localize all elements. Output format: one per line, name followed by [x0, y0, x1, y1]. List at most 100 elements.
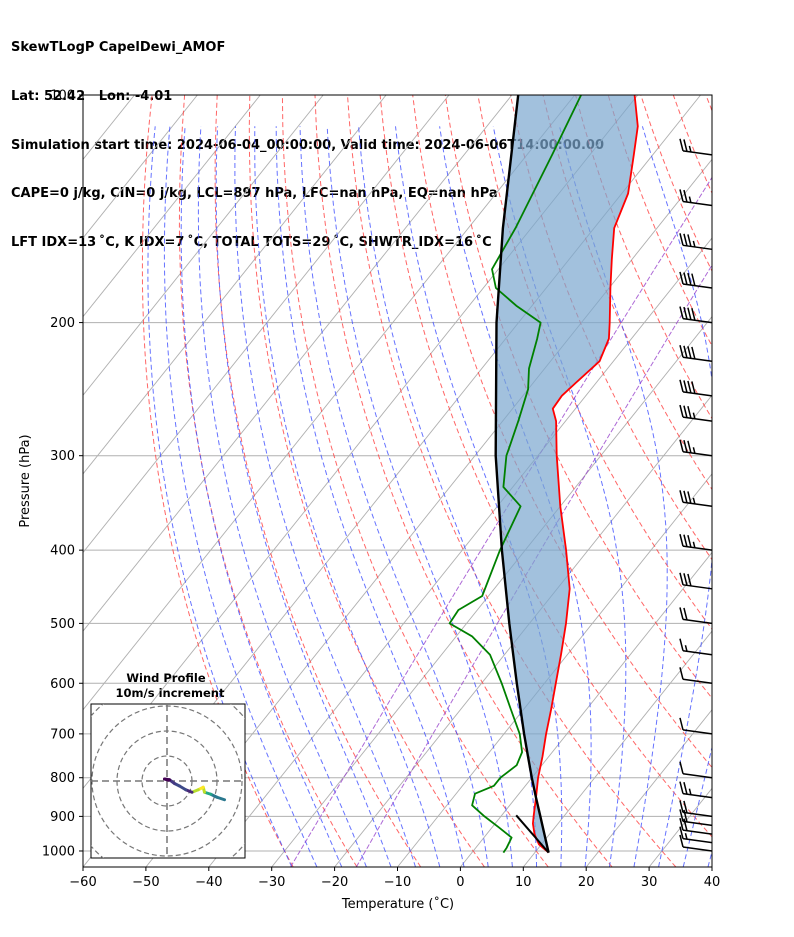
barb-flag	[679, 800, 684, 813]
barb-flag	[687, 491, 692, 504]
moist-adiabat	[215, 126, 392, 867]
barb-shaft	[682, 649, 713, 656]
barb-half-flag	[688, 196, 692, 203]
dry-adiabat	[248, 95, 485, 867]
isotherm-line	[83, 95, 261, 318]
barb-flag	[687, 380, 692, 394]
wind-barb	[679, 404, 713, 422]
barb-flag	[691, 273, 696, 286]
wind-barb	[679, 233, 713, 251]
x-tick-label: 40	[704, 875, 721, 890]
barb-flag	[687, 307, 692, 320]
isotherm-line	[83, 95, 198, 239]
cin-shading	[495, 95, 638, 853]
barb-flag	[683, 534, 688, 547]
barb-flag	[691, 381, 696, 394]
barb-flag	[683, 490, 688, 504]
dry-adiabat	[412, 95, 712, 769]
wind-barb	[679, 379, 713, 397]
moist-adiabat	[275, 126, 465, 867]
dry-adiabat	[607, 95, 712, 347]
chart-header: SkewTLogP CapelDewi_AMOF Lat: 52.42 Lon:…	[11, 8, 604, 267]
barb-flag	[679, 189, 684, 202]
moist-adiabat	[326, 126, 513, 867]
mixing-ratio-line	[355, 264, 712, 867]
barb-flag	[683, 189, 688, 203]
x-tick-label: 0	[456, 875, 464, 890]
x-tick-label: 10	[515, 875, 532, 890]
barb-flag	[687, 406, 692, 419]
barb-shaft	[682, 244, 713, 251]
barb-flag	[683, 306, 688, 320]
isotherm-line	[271, 315, 712, 867]
parcel-line	[494, 95, 550, 853]
axes: −60 −50 −40 −30 −20 −10 0 10 20 30 40 1000 900 800 700…	[42, 89, 720, 891]
barb-flag	[679, 379, 684, 393]
barb-half-flag	[692, 447, 696, 454]
barb-shaft	[682, 150, 713, 156]
wind-barb	[679, 138, 713, 156]
dry-adiabat	[640, 95, 712, 273]
x-axis-label: Temperature (˚C)	[341, 896, 454, 912]
hodograph-title: Wind Profile	[126, 671, 206, 685]
isotherm-line	[83, 95, 513, 632]
y-tick-label: 100	[50, 89, 75, 104]
isotherm-line	[334, 394, 712, 867]
barb-flag	[679, 572, 684, 585]
barb-flag	[679, 809, 684, 822]
location-line: Lat: 52.42 Lon: -4.01	[11, 89, 173, 105]
isotherm-line	[83, 95, 387, 475]
isotherm-line	[83, 95, 324, 396]
dry-adiabat	[141, 95, 294, 867]
x-tick-label: −10	[384, 875, 411, 890]
y-tick-label: 900	[50, 810, 75, 825]
wind-barb	[679, 572, 713, 590]
barb-flag	[683, 818, 688, 831]
barb-shaft	[682, 200, 713, 207]
barb-shaft	[682, 811, 713, 818]
barb-half-flag	[688, 788, 692, 795]
hodograph-subtitle: 10m/s increment	[116, 686, 225, 700]
y-tick-label: 200	[50, 316, 75, 331]
barb-half-flag	[684, 645, 688, 652]
moist-adiabat	[254, 126, 441, 867]
moist-adiabat	[492, 126, 627, 867]
hodograph-segment	[163, 777, 170, 782]
barb-flag	[679, 607, 684, 620]
barb-flag	[683, 800, 688, 814]
parcel-dry-line	[515, 814, 550, 854]
barb-flag	[687, 234, 692, 247]
isotherm-line	[460, 551, 712, 867]
wind-barb	[679, 817, 713, 835]
data-layer	[448, 95, 639, 854]
barb-flag	[679, 826, 684, 839]
y-tick-label: 500	[50, 617, 75, 632]
barb-half-flag	[688, 145, 692, 153]
x-tick-label: 30	[641, 875, 658, 890]
barb-flag	[679, 138, 684, 152]
barb-flag	[679, 490, 684, 503]
dry-adiabat	[347, 95, 677, 867]
barb-flag	[679, 761, 684, 774]
wind-barb	[679, 761, 713, 779]
isotherm-line	[585, 709, 712, 867]
isotherm-line	[83, 95, 450, 554]
moist-adiabat	[707, 849, 712, 867]
barb-flag	[683, 573, 688, 586]
barb-flag	[683, 607, 688, 621]
y-tick-label: 400	[50, 544, 75, 559]
moist-adiabat	[358, 126, 538, 867]
moist-adiabat	[641, 126, 712, 867]
barb-half-flag	[692, 497, 696, 505]
moist-adiabat	[234, 126, 416, 867]
barb-flag	[683, 139, 688, 152]
barb-flag	[687, 272, 692, 286]
barb-flag	[683, 380, 688, 393]
barb-shaft	[682, 450, 713, 457]
dry-adiabat	[178, 95, 358, 867]
wind-barbs	[679, 138, 713, 852]
dry-adiabat	[214, 95, 422, 867]
barb-flag	[679, 345, 684, 358]
barb-flag	[683, 233, 688, 247]
moist-adiabat	[180, 126, 343, 867]
